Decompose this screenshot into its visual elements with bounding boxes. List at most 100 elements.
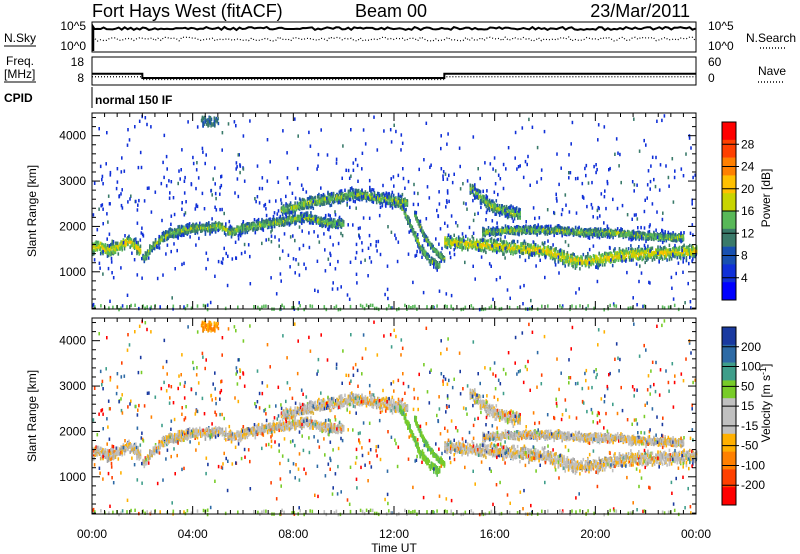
range-cell <box>313 200 316 205</box>
range-cell <box>616 252 619 256</box>
range-cell <box>490 229 492 233</box>
range-cell <box>502 210 504 214</box>
range-cell <box>659 250 662 255</box>
range-cell <box>437 265 440 269</box>
range-cell <box>682 250 684 255</box>
range-cell <box>300 198 302 202</box>
range-cell <box>434 260 436 265</box>
range-cell <box>525 226 527 230</box>
range-cell <box>684 252 686 256</box>
range-cell <box>195 225 198 229</box>
range-cell <box>610 251 613 256</box>
range-cell <box>113 249 116 254</box>
range-cell <box>341 221 344 225</box>
range-cell <box>276 222 278 226</box>
range-cell <box>305 217 308 222</box>
range-cell <box>322 200 325 204</box>
range-cell <box>595 256 597 260</box>
range-cell <box>239 230 242 234</box>
range-cell <box>523 239 526 243</box>
range-cell <box>336 194 338 199</box>
range-cell <box>520 249 522 254</box>
range-cell <box>370 196 372 200</box>
range-cell <box>404 213 407 217</box>
range-cell <box>289 218 292 223</box>
range-cell <box>544 254 546 258</box>
range-cell <box>235 231 237 236</box>
range-cell <box>647 244 649 248</box>
range-cell <box>298 217 301 221</box>
range-cell <box>563 255 565 259</box>
range-cell <box>647 256 649 261</box>
range-cell <box>419 228 422 232</box>
range-cell <box>192 229 194 233</box>
range-cell <box>426 256 428 260</box>
range-cell <box>652 252 655 257</box>
range-cell <box>256 221 259 226</box>
range-cell <box>693 253 696 257</box>
range-cell <box>270 220 272 224</box>
range-cell <box>273 222 276 226</box>
range-cell <box>288 203 291 207</box>
range-cell <box>497 248 500 252</box>
range-cell <box>433 247 435 251</box>
range-cell <box>260 221 262 226</box>
range-cell <box>160 238 163 242</box>
range-cell <box>445 238 448 242</box>
range-cell <box>555 254 557 258</box>
range-cell <box>310 198 312 203</box>
range-cell <box>341 219 344 224</box>
range-cell <box>484 202 486 207</box>
range-cell <box>504 224 507 228</box>
range-cell <box>531 228 534 232</box>
range-cell <box>678 247 681 252</box>
range-cell <box>464 243 467 247</box>
range-cell <box>206 229 209 233</box>
range-cell <box>128 234 130 238</box>
range-cell <box>498 208 501 212</box>
range-cell <box>519 216 521 220</box>
range-cell <box>480 245 483 249</box>
range-cell <box>285 204 287 208</box>
range-cell <box>570 255 572 259</box>
range-cell <box>568 226 570 230</box>
range-cell <box>440 254 442 258</box>
range-cell <box>689 248 691 252</box>
range-cell <box>261 224 263 228</box>
range-cell <box>192 222 194 227</box>
range-cell <box>576 228 578 233</box>
range-cell <box>589 255 591 259</box>
range-cell <box>101 245 103 249</box>
range-cell <box>427 256 429 260</box>
range-cell <box>499 231 501 235</box>
range-cell <box>580 227 583 232</box>
range-cell <box>482 228 484 232</box>
range-cell <box>193 229 195 233</box>
range-cell <box>477 192 479 197</box>
range-cell <box>690 252 692 256</box>
range-cell <box>501 245 503 249</box>
range-cell <box>259 221 261 225</box>
range-cell <box>287 208 290 213</box>
range-cell <box>627 251 630 256</box>
range-cell <box>457 235 460 239</box>
range-cell <box>388 197 390 202</box>
range-cell <box>390 195 393 199</box>
noise-ytick-left-bottom: 10^0 <box>60 39 86 53</box>
range-cell <box>544 251 546 255</box>
range-cell <box>203 228 206 232</box>
range-cell <box>124 239 127 243</box>
range-cell <box>653 254 656 258</box>
range-cell <box>638 257 640 261</box>
range-cell <box>102 243 104 247</box>
range-cell <box>599 258 602 262</box>
range-cell <box>321 218 323 222</box>
range-cell <box>230 232 233 237</box>
range-cell <box>411 229 414 233</box>
range-cell <box>515 250 518 254</box>
range-cell <box>291 217 294 221</box>
range-cell <box>344 188 346 192</box>
range-cell <box>587 232 589 236</box>
range-cell <box>309 202 311 207</box>
range-cell <box>534 230 536 235</box>
